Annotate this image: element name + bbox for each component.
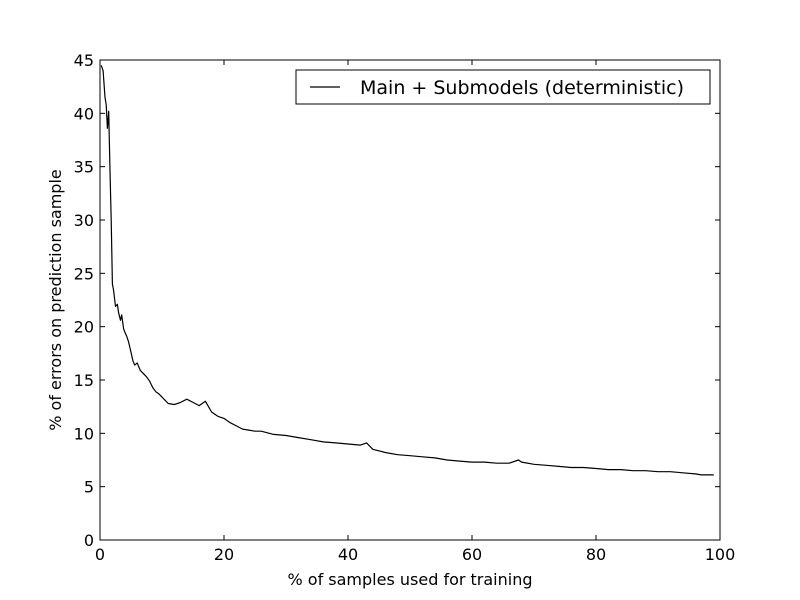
y-tick-label: 45	[74, 51, 94, 70]
y-tick-label: 0	[84, 531, 94, 550]
y-tick-label: 5	[84, 478, 94, 497]
x-axis-label: % of samples used for training	[287, 570, 532, 589]
x-tick-label: 80	[586, 545, 606, 564]
plot-frame	[99, 59, 721, 541]
x-tick-label: 20	[214, 545, 234, 564]
x-tick-label: 0	[95, 545, 105, 564]
y-tick-label: 20	[74, 318, 94, 337]
series-line-0	[100, 65, 714, 476]
x-tick-label: 40	[338, 545, 358, 564]
x-tick-label: 100	[705, 545, 736, 564]
y-tick-label: 25	[74, 264, 94, 283]
y-tick-label: 35	[74, 158, 94, 177]
legend: Main + Submodels (deterministic)	[295, 69, 711, 105]
legend-box	[295, 69, 711, 105]
y-tick-label: 10	[74, 424, 94, 443]
ticks-layer: 0 20 40 60 80 100 0 5 10 15 20 25 30 35 40 45	[74, 51, 736, 564]
plot-area	[100, 60, 720, 540]
y-axis-label: % of errors on prediction sample	[46, 169, 65, 431]
legend-label: Main + Submodels (deterministic)	[360, 77, 684, 99]
y-tick-label: 40	[74, 104, 94, 123]
y-tick-label: 30	[74, 211, 94, 230]
x-tick-label: 60	[462, 545, 482, 564]
y-tick-label: 15	[74, 371, 94, 390]
series-layer	[100, 65, 714, 476]
